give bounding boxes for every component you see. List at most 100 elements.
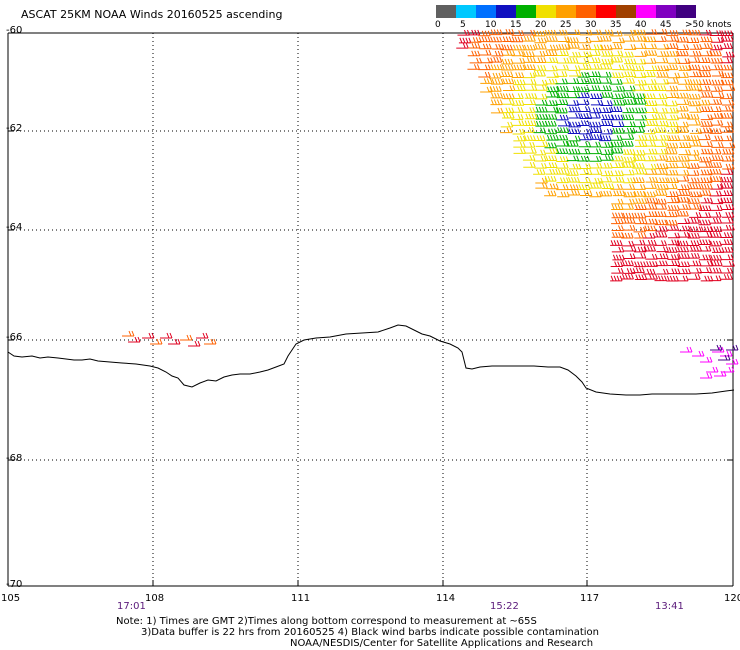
wind-barb [588,71,601,78]
wind-barb [676,240,689,247]
legend-label: 35 [610,20,622,30]
wind-barb [556,162,569,169]
wind-barb [599,85,612,92]
wind-barb [478,30,491,37]
wind-barb [645,120,659,126]
wind-barb [524,79,537,85]
wind-barb [710,205,723,211]
wind-barb [720,135,733,142]
wind-barb [502,112,515,119]
wind-barb [511,107,524,113]
wind-barb [643,128,656,135]
wind-barb [632,93,646,99]
wind-barb [621,114,635,121]
wind-barb [711,92,725,98]
wind-barb [601,58,614,65]
wind-barb [700,260,713,267]
wind-barb [566,170,579,176]
wind-barb [623,191,637,198]
wind-barb [634,43,647,49]
wind-barb [667,260,681,266]
wind-barb [588,50,601,56]
wind-barb [655,57,669,64]
pass-time: 15:22 [490,601,519,612]
wind-barb [546,44,559,51]
wind-barb [720,93,733,100]
wind-barb [568,112,582,119]
wind-barb [622,64,635,71]
wind-barb [513,79,526,86]
wind-barb [601,183,615,189]
wind-barb [700,226,713,233]
wind-barb [600,100,613,106]
wind-barb [522,127,535,133]
wind-barb [689,44,703,50]
wind-barb [610,240,623,246]
wind-barb [720,197,733,204]
wind-barb [666,127,680,134]
wind-barb [557,36,571,43]
wind-barb [611,212,624,219]
wind-barb [590,134,603,140]
wind-barb [188,340,201,347]
wind-barb [500,71,514,77]
wind-barb [699,127,712,134]
lon-label: 111 [291,593,311,604]
wind-barb [490,64,503,71]
wind-barbs [122,28,739,379]
wind-barb [556,50,569,56]
wind-barb [622,184,636,190]
wind-barb [160,332,173,339]
wind-barb [612,99,626,106]
legend-swatch [556,5,576,18]
wind-barb [666,43,679,49]
wind-barb [533,169,546,175]
wind-barb [610,106,623,113]
wind-barb [678,149,692,156]
wind-barb [577,71,591,78]
wind-barb [523,57,536,63]
wind-barb [599,176,613,183]
wind-barb [622,169,635,176]
wind-barb [656,51,670,57]
wind-barb [677,184,690,191]
wind-barb [643,191,656,198]
wind-barb [513,142,526,148]
wind-barb [621,273,634,280]
wind-barb [577,148,591,155]
wind-barb [676,135,690,141]
wind-barb [633,212,647,219]
wind-barb [610,78,623,85]
wind-barb [533,30,546,37]
legend-label: 20 [535,20,547,30]
wind-barb [710,113,723,119]
wind-barb [665,64,679,71]
wind-barb [556,92,570,99]
wind-barb [666,92,680,99]
wind-barb [623,121,636,128]
wind-barb [467,42,481,49]
wind-barb [467,64,480,70]
wind-barb [656,71,669,78]
wind-barb [556,114,569,121]
wind-barb [611,114,624,121]
wind-barb [579,128,592,135]
wind-barb [687,113,700,120]
wind-barb [556,85,569,92]
wind-barb [557,120,571,127]
wind-barb [535,141,549,147]
wind-barb [678,65,692,71]
wind-barb [612,176,625,183]
wind-barb [513,148,526,154]
wind-barb [633,121,646,128]
wind-barb [544,155,558,162]
wind-barb [666,121,679,128]
wind-barb [678,142,692,148]
wind-barb [545,148,559,154]
wind-barb [534,155,547,162]
legend-label: 15 [510,20,522,30]
wind-barb [524,85,538,91]
wind-barb [687,240,700,246]
legend-label: 30 [585,20,597,30]
wind-barb [545,57,559,63]
